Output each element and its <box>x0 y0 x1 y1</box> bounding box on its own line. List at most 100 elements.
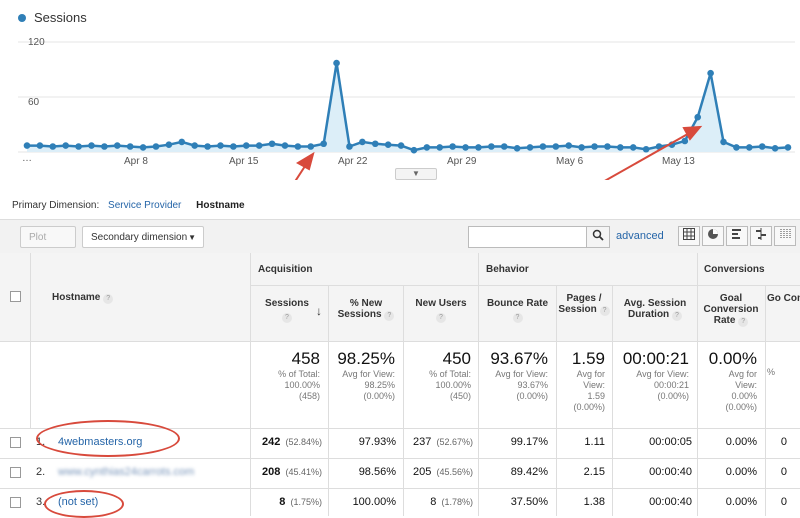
data-point[interactable] <box>771 145 779 152</box>
grid-view-icon[interactable] <box>678 226 700 246</box>
sort-desc-icon[interactable]: ↓ <box>316 304 322 318</box>
data-point[interactable] <box>500 143 508 150</box>
bar-view-icon[interactable] <box>726 226 748 246</box>
goal-rate-column-header[interactable]: Goal Conversion Rate ? <box>699 293 763 327</box>
search-icon[interactable] <box>586 226 610 248</box>
data-point[interactable] <box>462 144 469 151</box>
data-point[interactable] <box>359 138 366 146</box>
data-point[interactable] <box>268 140 276 148</box>
help-icon[interactable]: ? <box>599 306 610 316</box>
data-point[interactable] <box>707 69 714 77</box>
data-point[interactable] <box>694 113 702 121</box>
data-point[interactable] <box>178 138 186 146</box>
row-checkbox[interactable] <box>10 497 21 508</box>
data-point[interactable] <box>591 143 598 150</box>
data-point[interactable] <box>410 146 418 154</box>
data-point[interactable] <box>617 144 624 151</box>
secondary-dimension-dropdown[interactable]: Secondary dimension ▼ <box>82 226 204 248</box>
new-users-column-header[interactable]: New Users ? <box>405 298 477 323</box>
data-point[interactable] <box>578 144 585 151</box>
bounce-rate-column-header[interactable]: Bounce Rate ? <box>480 298 555 323</box>
hostname-link[interactable]: www.cynthias24carrots.com <box>58 466 195 478</box>
pages-session-cell: 1.11 <box>584 436 605 448</box>
data-point[interactable] <box>217 142 224 149</box>
data-point[interactable] <box>191 142 198 149</box>
help-icon[interactable]: ? <box>671 311 682 321</box>
row-checkbox[interactable] <box>10 437 21 448</box>
data-point[interactable] <box>49 143 57 150</box>
data-point[interactable] <box>758 143 766 150</box>
data-point[interactable] <box>165 141 173 148</box>
plot-rows-button[interactable]: Plot Rows <box>20 226 76 265</box>
data-point[interactable] <box>397 142 405 149</box>
data-point[interactable] <box>681 137 689 145</box>
data-point[interactable] <box>333 59 340 67</box>
hostname-dimension[interactable]: Hostname <box>196 200 245 211</box>
data-point[interactable] <box>720 138 727 146</box>
data-point[interactable] <box>62 142 69 149</box>
data-point[interactable] <box>75 143 82 150</box>
data-point[interactable] <box>281 142 289 149</box>
data-point[interactable] <box>152 143 160 150</box>
data-point[interactable] <box>307 143 315 150</box>
service-provider-link[interactable]: Service Provider <box>108 200 182 211</box>
data-point[interactable] <box>449 143 456 150</box>
data-point[interactable] <box>255 142 263 149</box>
new-sessions-column-header[interactable]: % New Sessions ? <box>330 298 402 321</box>
data-point[interactable] <box>513 145 521 152</box>
avg-duration-column-header[interactable]: Avg. Session Duration ? <box>614 298 696 321</box>
sessions-value: 242 <box>262 436 281 448</box>
total-goal-completions: % <box>767 367 776 377</box>
pivot-view-icon[interactable] <box>774 226 796 246</box>
data-point[interactable] <box>604 143 611 150</box>
data-point[interactable] <box>320 140 327 148</box>
data-point[interactable] <box>552 143 560 150</box>
data-point[interactable] <box>436 144 444 151</box>
data-point[interactable] <box>384 141 392 148</box>
advanced-filter-link[interactable]: advanced <box>616 230 664 242</box>
collapse-chart-button[interactable]: ▼ <box>395 168 437 180</box>
table-search-input[interactable] <box>468 226 588 248</box>
row-checkbox[interactable] <box>10 467 21 478</box>
data-point[interactable] <box>126 143 134 150</box>
data-point[interactable] <box>526 144 534 151</box>
total-pages-session: 1.59 Avg for View: 1.59 (0.00%) <box>571 349 605 412</box>
data-point[interactable] <box>642 145 650 153</box>
help-icon[interactable]: ? <box>282 313 292 323</box>
conversions-group-header: Conversions <box>704 264 765 275</box>
sessions-column-header[interactable]: Sessions ? ↓ <box>252 298 322 323</box>
data-point[interactable] <box>346 143 353 150</box>
data-point[interactable] <box>242 142 250 149</box>
data-point[interactable] <box>423 144 431 151</box>
data-point[interactable] <box>539 143 547 150</box>
data-point[interactable] <box>139 144 147 151</box>
data-point[interactable] <box>733 144 740 151</box>
help-icon[interactable]: ? <box>512 313 523 323</box>
data-point[interactable] <box>746 144 753 151</box>
select-all-checkbox[interactable] <box>10 291 21 302</box>
hostname-header[interactable]: Hostname ? <box>52 292 114 304</box>
data-point[interactable] <box>88 142 95 149</box>
help-icon[interactable]: ? <box>384 311 395 321</box>
data-point[interactable] <box>784 144 792 151</box>
help-icon[interactable]: ? <box>436 313 446 323</box>
help-icon[interactable]: ? <box>738 317 749 327</box>
data-point[interactable] <box>230 143 237 150</box>
data-point[interactable] <box>101 143 108 150</box>
data-point[interactable] <box>294 143 302 150</box>
data-point[interactable] <box>113 142 121 149</box>
pages-session-column-header[interactable]: Pages / Session ? <box>558 293 610 316</box>
data-point[interactable] <box>565 142 573 149</box>
data-point[interactable] <box>488 143 495 150</box>
data-point[interactable] <box>204 143 211 150</box>
help-icon[interactable]: ? <box>103 294 114 304</box>
data-point[interactable] <box>36 142 44 149</box>
data-point[interactable] <box>371 140 379 148</box>
data-point[interactable] <box>23 142 31 149</box>
compare-view-icon[interactable] <box>750 226 772 246</box>
data-point[interactable] <box>475 144 482 151</box>
data-point[interactable] <box>629 144 637 151</box>
x-tick-label: … <box>22 153 32 164</box>
goal-completions-column-header[interactable]: Go Comp <box>767 293 800 304</box>
pie-view-icon[interactable] <box>702 226 724 246</box>
